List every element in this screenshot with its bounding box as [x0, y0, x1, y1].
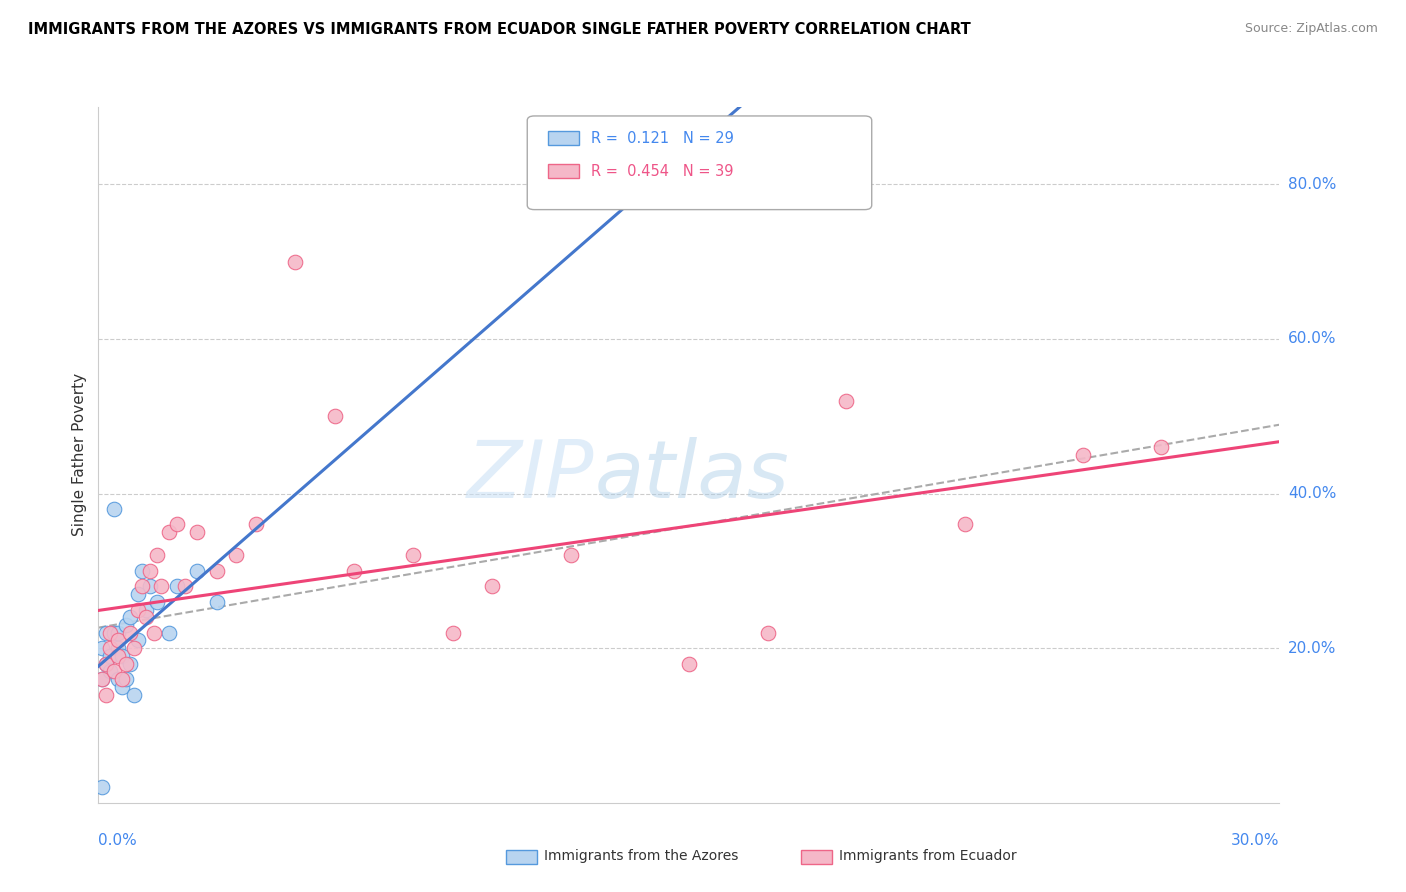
Point: [107, 633, 129, 648]
Point: [205, 595, 228, 609]
Point: [157, 625, 180, 640]
Point: [107, 625, 129, 640]
Point: [756, 625, 779, 640]
Point: [245, 517, 267, 532]
Point: [91, 780, 114, 795]
Point: [107, 641, 129, 656]
Text: 60.0%: 60.0%: [1288, 332, 1336, 346]
Point: [323, 409, 346, 424]
Point: [166, 517, 188, 532]
Point: [115, 672, 138, 686]
Point: [98, 648, 121, 663]
Point: [146, 595, 169, 609]
Text: Immigrants from Ecuador: Immigrants from Ecuador: [839, 849, 1017, 863]
Text: IMMIGRANTS FROM THE AZORES VS IMMIGRANTS FROM ECUADOR SINGLE FATHER POVERTY CORR: IMMIGRANTS FROM THE AZORES VS IMMIGRANTS…: [28, 22, 972, 37]
Point: [835, 393, 858, 408]
Point: [96, 625, 118, 640]
Point: [98, 625, 121, 640]
Point: [142, 625, 165, 640]
Y-axis label: Single Father Poverty: Single Father Poverty: [72, 374, 87, 536]
Text: Source: ZipAtlas.com: Source: ZipAtlas.com: [1244, 22, 1378, 36]
Point: [103, 665, 125, 679]
Point: [118, 610, 141, 624]
Point: [146, 549, 169, 563]
Point: [103, 502, 125, 516]
Point: [138, 579, 160, 593]
Point: [186, 564, 208, 578]
Point: [284, 254, 307, 268]
Point: [96, 657, 118, 671]
Point: [953, 517, 976, 532]
Text: atlas: atlas: [595, 437, 789, 515]
Point: [343, 564, 366, 578]
Point: [96, 688, 118, 702]
Point: [96, 657, 118, 671]
Text: R =  0.121   N = 29: R = 0.121 N = 29: [591, 131, 734, 145]
Point: [107, 648, 129, 663]
Point: [111, 672, 134, 686]
Point: [1150, 440, 1173, 454]
Text: ZIP: ZIP: [467, 437, 595, 515]
Text: Immigrants from the Azores: Immigrants from the Azores: [544, 849, 738, 863]
Point: [131, 579, 153, 593]
Point: [166, 579, 188, 593]
Point: [481, 579, 503, 593]
Point: [127, 633, 149, 648]
Point: [157, 525, 180, 540]
Point: [118, 625, 141, 640]
Text: 40.0%: 40.0%: [1288, 486, 1336, 501]
Point: [122, 688, 145, 702]
Point: [1071, 448, 1094, 462]
Point: [441, 625, 464, 640]
Point: [150, 579, 173, 593]
Point: [205, 564, 228, 578]
Point: [118, 657, 141, 671]
Point: [91, 672, 114, 686]
Point: [678, 657, 700, 671]
Point: [122, 641, 145, 656]
Point: [111, 648, 134, 663]
Point: [91, 641, 114, 656]
Text: 80.0%: 80.0%: [1288, 177, 1336, 192]
Point: [135, 602, 157, 616]
Point: [103, 625, 125, 640]
Point: [115, 618, 138, 632]
Text: R =  0.454   N = 39: R = 0.454 N = 39: [591, 164, 733, 178]
Text: 30.0%: 30.0%: [1232, 833, 1279, 848]
Point: [174, 579, 197, 593]
Point: [186, 525, 208, 540]
Point: [111, 680, 134, 694]
Point: [107, 672, 129, 686]
Point: [135, 610, 157, 624]
Point: [131, 564, 153, 578]
Point: [115, 657, 138, 671]
Point: [98, 641, 121, 656]
Point: [138, 564, 160, 578]
Point: [560, 549, 582, 563]
Point: [127, 587, 149, 601]
Text: 20.0%: 20.0%: [1288, 640, 1336, 656]
Point: [402, 549, 425, 563]
Point: [127, 602, 149, 616]
Point: [91, 672, 114, 686]
Point: [225, 549, 247, 563]
Point: [98, 665, 121, 679]
Text: 0.0%: 0.0%: [98, 833, 138, 848]
